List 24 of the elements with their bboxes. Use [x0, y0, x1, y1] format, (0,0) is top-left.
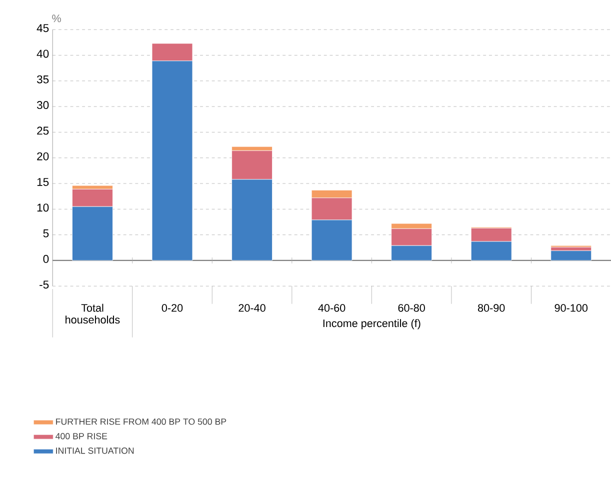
y-tick-label: 15 — [37, 178, 49, 186]
y-tick-label: 5 — [43, 229, 49, 238]
x-tick-label: 0-20 — [162, 304, 183, 312]
x-tick-label: 80-90 — [478, 304, 505, 312]
legend-label: FURTHER RISE FROM 400 BP TO 500 BP — [56, 418, 226, 425]
x-axis-title: Income percentile (f) — [323, 318, 420, 330]
y-tick-label: 0 — [43, 254, 49, 263]
y-tick-label: 10 — [37, 203, 49, 212]
y-tick-label: 40 — [36, 49, 49, 58]
x-tick-label: 60-80 — [398, 304, 425, 312]
y-axis-title: % — [52, 14, 61, 22]
y-tick-label: 30 — [36, 100, 49, 109]
x-tick-label: Total households — [66, 304, 120, 324]
y-tick-label: 35 — [36, 75, 49, 84]
legend-label: INITIAL SITUATION — [56, 447, 134, 454]
legend-label: 400 BP RISE — [56, 432, 108, 440]
x-tick-label: 90-100 — [554, 304, 588, 312]
y-tick-label: 20 — [37, 152, 49, 160]
x-tick-label: 40-60 — [318, 304, 346, 312]
y-tick-label: -5 — [40, 280, 49, 288]
x-tick-label: 20-40 — [238, 304, 266, 312]
bar — [550, 250, 592, 260]
y-tick-label: 45 — [36, 24, 49, 32]
y-tick-label: 25 — [37, 126, 49, 134]
